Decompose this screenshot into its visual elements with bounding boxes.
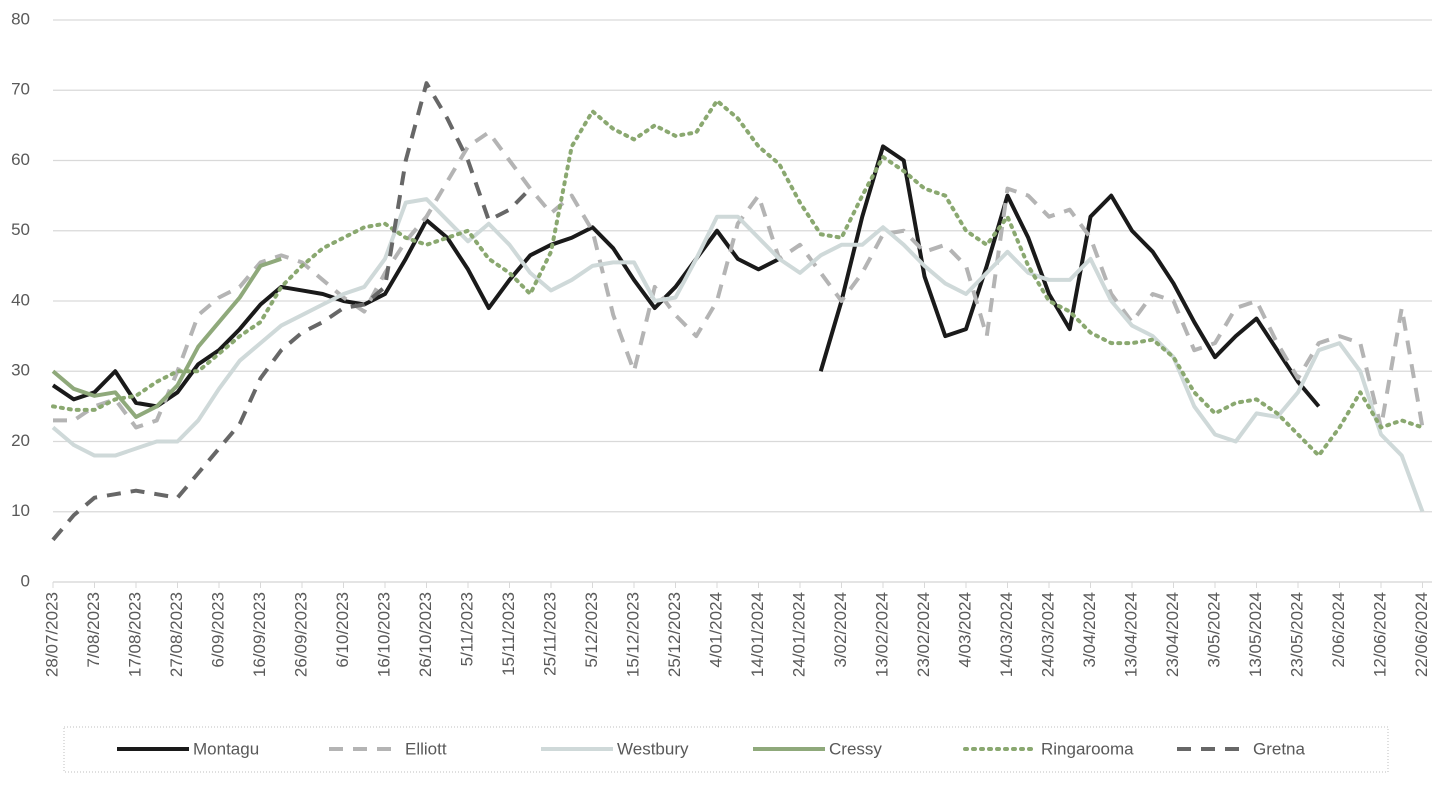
series-line [53, 130, 1425, 430]
series-line [51, 144, 1321, 409]
y-tick-label: 60 [11, 150, 30, 169]
legend-label: Elliott [405, 739, 447, 758]
x-tick-label: 24/01/2024 [789, 592, 808, 677]
x-tick-label: 15/11/2023 [499, 592, 518, 676]
legend-label: Cressy [829, 739, 882, 758]
legend-label: Westbury [617, 739, 689, 758]
legend-label: Ringarooma [1041, 739, 1134, 758]
x-tick-label: 13/05/2024 [1246, 592, 1265, 677]
x-tick-label: 28/07/2023 [42, 592, 61, 677]
y-tick-label: 30 [11, 361, 30, 380]
x-tick-label: 13/02/2024 [872, 592, 891, 677]
x-tick-label: 26/10/2023 [416, 592, 435, 677]
x-tick-label: 6/10/2023 [333, 592, 352, 668]
x-tick-label: 5/12/2023 [582, 592, 601, 668]
x-tick-label: 16/09/2023 [250, 592, 269, 677]
x-tick-label: 24/03/2024 [1038, 592, 1057, 677]
x-tick-label: 14/03/2024 [997, 592, 1016, 677]
y-tick-label: 10 [11, 501, 30, 520]
x-tick-label: 2/06/2024 [1329, 592, 1348, 668]
x-tick-label: 25/11/2023 [540, 592, 559, 676]
legend-label: Montagu [193, 739, 259, 758]
x-tick-label: 15/12/2023 [623, 592, 642, 677]
x-tick-label: 23/02/2024 [914, 592, 933, 677]
y-tick-label: 40 [11, 290, 30, 309]
series-line [51, 256, 282, 419]
y-tick-label: 70 [11, 80, 30, 99]
x-tick-label: 17/08/2023 [125, 592, 144, 677]
series-line [51, 81, 532, 542]
x-tick-label: 3/05/2024 [1204, 592, 1223, 668]
x-tick-label: 4/03/2024 [955, 592, 974, 668]
legend-label: Gretna [1253, 739, 1306, 758]
x-tick-label: 12/06/2024 [1370, 592, 1389, 677]
x-tick-label: 14/01/2024 [748, 592, 767, 677]
series-line [51, 98, 1425, 458]
x-tick-label: 16/10/2023 [374, 592, 393, 677]
series-line [51, 197, 1425, 513]
y-tick-label: 20 [11, 431, 30, 450]
x-tick-label: 26/09/2023 [291, 592, 310, 677]
y-tick-label: 0 [21, 571, 30, 590]
x-tick-label: 25/12/2023 [665, 592, 684, 677]
x-tick-label: 23/05/2024 [1287, 592, 1306, 677]
x-tick-label: 5/11/2023 [457, 592, 476, 666]
x-tick-label: 3/04/2024 [1080, 592, 1099, 668]
x-tick-label: 4/01/2024 [706, 592, 725, 668]
x-tick-label: 13/04/2024 [1121, 592, 1140, 677]
legend-box [63, 726, 1389, 773]
x-tick-label: 3/02/2024 [831, 592, 850, 668]
x-tick-label: 6/09/2023 [208, 592, 227, 668]
y-tick-label: 50 [11, 220, 30, 239]
y-tick-label: 80 [11, 9, 30, 28]
x-tick-label: 27/08/2023 [167, 592, 186, 677]
x-tick-label: 7/08/2023 [84, 592, 103, 668]
x-tick-label: 23/04/2024 [1163, 592, 1182, 677]
x-tick-label: 22/06/2024 [1412, 592, 1431, 677]
